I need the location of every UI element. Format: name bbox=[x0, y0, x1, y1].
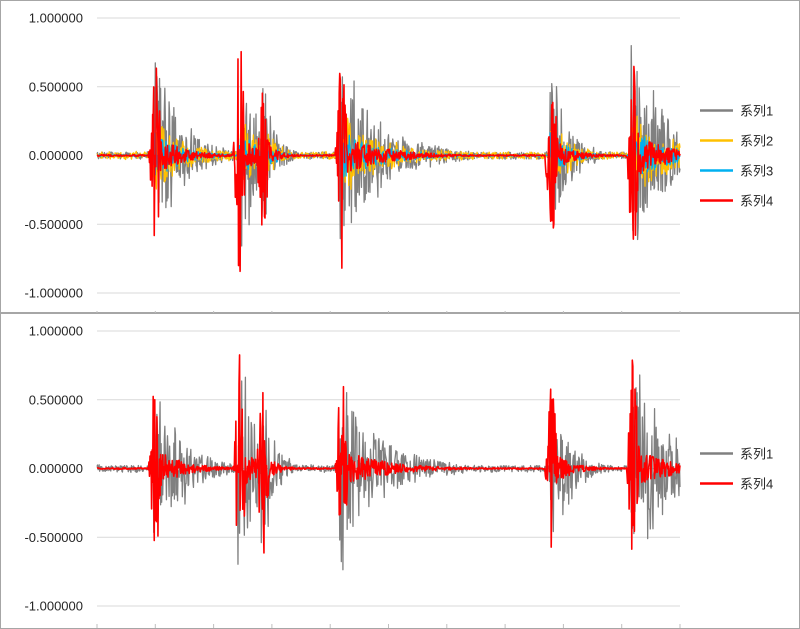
y-tick-label: 0.500000 bbox=[29, 392, 83, 407]
y-tick-label: 1.000000 bbox=[29, 11, 83, 26]
y-tick-label: 0.000000 bbox=[29, 148, 83, 163]
y-tick-label: -1.000000 bbox=[24, 599, 83, 614]
series-line-2 bbox=[96, 354, 681, 554]
y-tick-label: 0.500000 bbox=[29, 79, 83, 94]
legend-label: 系列2 bbox=[740, 134, 773, 149]
y-tick-label: 0.000000 bbox=[29, 461, 83, 476]
series-line-1 bbox=[96, 374, 681, 571]
chart-top: 1.000000 0.500000 0.000000 -0.500000 -1.0000… bbox=[0, 0, 800, 313]
legend-label: 系列1 bbox=[740, 447, 773, 462]
y-tick-label: -1.000000 bbox=[24, 286, 83, 301]
series-line-4 bbox=[96, 50, 681, 273]
y-tick-label: -0.500000 bbox=[24, 530, 83, 545]
legend-label: 系列3 bbox=[740, 164, 773, 179]
y-tick-label: -0.500000 bbox=[24, 217, 83, 232]
legend-label: 系列4 bbox=[740, 194, 773, 209]
legend-label: 系列4 bbox=[740, 477, 773, 492]
y-tick-label: 1.000000 bbox=[29, 324, 83, 339]
chart-bottom: 1.000000 0.500000 0.000000 -0.500000 -1.0000… bbox=[0, 313, 800, 629]
legend-label: 系列1 bbox=[740, 104, 773, 119]
